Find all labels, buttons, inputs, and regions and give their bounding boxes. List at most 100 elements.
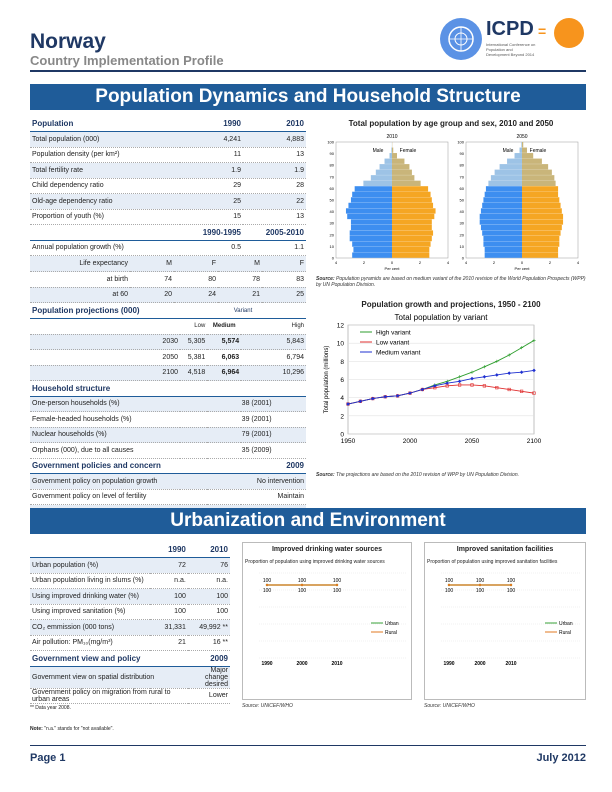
x-tick-label: 1990	[443, 661, 454, 667]
table-row: Total fertility rate 1.9 1.9	[30, 162, 306, 179]
data-point	[470, 376, 474, 381]
x-tick-label: 2050	[465, 438, 480, 445]
x-tick-label: 2000	[296, 661, 307, 667]
data-label: 100	[298, 578, 307, 584]
sanitation-source: Source: UNICEF/WHO	[424, 703, 475, 709]
col-2010: 2010	[243, 116, 306, 132]
row-value: 4,241	[180, 131, 243, 148]
population-table: Population 1990 2010 Total population (000…	[30, 116, 306, 521]
row-label: 2030	[30, 334, 180, 350]
gov-view-heading: Government view and policy	[30, 650, 188, 667]
un-logo	[440, 18, 482, 60]
legend-male: Male	[503, 148, 514, 154]
pyramid-bar-female	[392, 241, 431, 247]
data-point	[509, 583, 513, 587]
row-value: 15	[180, 209, 243, 225]
growth-label: Annual population growth (%)	[30, 240, 180, 256]
pyramid-bar-female	[522, 158, 542, 164]
data-point	[495, 386, 499, 390]
pyramid-bar-female	[392, 153, 397, 159]
data-point	[470, 370, 474, 374]
pyramid-bar-male	[345, 208, 392, 214]
legend-female: Female	[400, 148, 417, 154]
le-60-f2: 25	[262, 287, 306, 303]
icpd-logo-text: ICPD	[486, 18, 534, 40]
data-point	[408, 391, 412, 395]
pyramid-bar-female	[522, 208, 562, 214]
x-tick-label: 0	[391, 260, 394, 265]
pyramid-bar-female	[392, 175, 415, 181]
row-value: Major change desired	[187, 666, 230, 689]
row-value: 5,305	[180, 334, 208, 350]
pyramid-bar-male	[483, 197, 522, 203]
pyramid-bar-female	[392, 158, 405, 164]
pyramid-bar-male	[507, 158, 522, 164]
row-label: Proportion of youth (%)	[30, 209, 180, 225]
table-row: 2030 5,305 5,574 5,843	[30, 334, 306, 350]
col-medium: Medium	[207, 318, 242, 335]
y-tick-label: 20	[460, 232, 465, 237]
y-tick-label: 30	[330, 221, 335, 226]
data-point	[520, 389, 524, 393]
data-point	[470, 383, 474, 387]
row-value: 100	[150, 588, 188, 605]
data-label: 100	[263, 588, 272, 594]
pyramid-bar-male	[370, 175, 392, 181]
data-point	[507, 371, 511, 375]
gov-view-year: 2009	[187, 650, 230, 667]
pyramid-bar-female	[392, 147, 394, 153]
population-heading: Population	[30, 116, 180, 132]
x-tick-label: 2000	[474, 661, 485, 667]
growth-source-label: Source:	[316, 472, 335, 478]
table-row: Air pollution: PM₁₀(mg/m³) 21 16 **	[30, 635, 230, 651]
pyramid-bar-female	[522, 246, 559, 253]
pyramid-bar-male	[352, 252, 392, 258]
y-tick-label: 90	[460, 151, 465, 156]
row-value: 79 (2001)	[207, 427, 306, 443]
y-tick-label: 0	[462, 256, 465, 261]
x-axis-label: Per cent	[385, 266, 401, 271]
row-value: 76	[187, 557, 230, 574]
table-row: One-person households (%) 38 (2001)	[30, 396, 306, 412]
row-label: Total fertility rate	[30, 162, 180, 179]
table-row: Female-headed households (%) 39 (2001)	[30, 411, 306, 428]
table-row: Population density (per km²) 11 13	[30, 147, 306, 163]
row-value: n.a.	[187, 573, 230, 589]
table-row: Total population (000) 4,241 4,883	[30, 131, 306, 148]
data-label: 100	[507, 588, 516, 594]
pyramid-bar-female	[522, 164, 549, 170]
pyramid-bar-female	[522, 147, 527, 153]
data-label: 100	[445, 588, 454, 594]
pyramid-bar-male	[350, 197, 392, 203]
pyramid-bar-male	[482, 202, 522, 209]
y-tick-label: 4	[340, 395, 344, 402]
legend-label: Rural	[385, 630, 397, 636]
le-birth-f2: 83	[262, 271, 306, 288]
data-label: 100	[263, 578, 272, 584]
pyramid-bar-male	[480, 208, 522, 214]
row-value: 6,964	[207, 365, 242, 381]
col-1990-1995: 1990-1995	[180, 224, 243, 241]
row-label: Government policy on level of fertility	[30, 489, 242, 505]
row-value: 10,296	[241, 365, 306, 381]
water-chart: 100 100 100 Urban 100 100 100 Rural 1990 2000 2010	[259, 572, 407, 667]
table-row: 2050 5,381 6,063 6,794	[30, 349, 306, 366]
pyramid-bar-male	[514, 153, 522, 159]
urban-col-2010: 2010	[187, 542, 230, 558]
data-point	[458, 375, 462, 379]
pyramid-bar-female	[392, 230, 434, 236]
x-tick-label: 4	[335, 260, 338, 265]
pyramid-bar-female	[392, 224, 432, 231]
icpd-equals: =	[538, 23, 547, 39]
pyramid-bar-female	[522, 180, 556, 186]
row-value: n.a.	[150, 573, 188, 589]
row-value: 28	[243, 178, 306, 194]
pyramid-bar-female	[392, 246, 430, 253]
data-label: 100	[476, 578, 485, 584]
le-birth-m2: 78	[218, 271, 262, 288]
table-row: Government policy on migration from rura…	[30, 688, 230, 704]
table-row: Nuclear households (%) 79 (2001)	[30, 427, 306, 443]
pyramid-bar-male	[384, 158, 392, 164]
variant-label: Variant	[180, 303, 306, 319]
y-tick-label: 8	[340, 359, 344, 366]
